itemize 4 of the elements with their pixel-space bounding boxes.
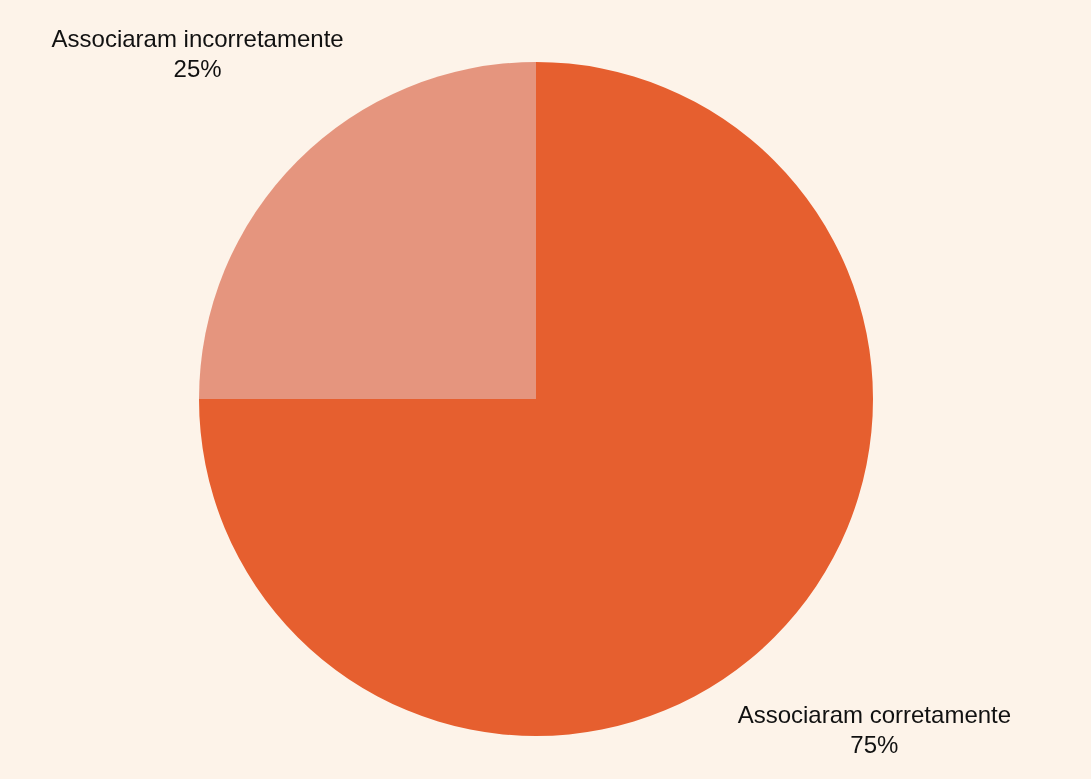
data-label: 75% xyxy=(850,731,899,759)
slice-label: Associaram incorretamente xyxy=(51,24,344,52)
slice-label: Associaram corretamente xyxy=(737,701,1012,729)
data-label: 25% xyxy=(173,54,222,82)
